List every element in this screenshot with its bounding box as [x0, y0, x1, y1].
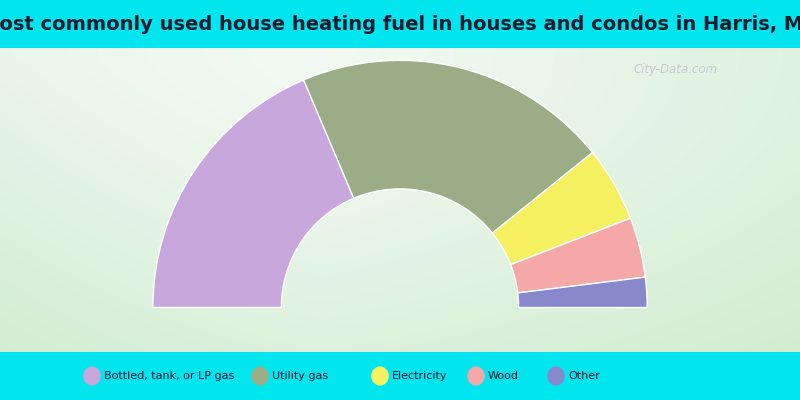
Text: Electricity: Electricity — [392, 371, 447, 381]
Wedge shape — [518, 277, 647, 308]
Wedge shape — [153, 80, 354, 308]
Ellipse shape — [371, 366, 389, 386]
Wedge shape — [304, 60, 593, 233]
Text: Wood: Wood — [488, 371, 519, 381]
Ellipse shape — [547, 366, 565, 386]
Text: City-Data.com: City-Data.com — [634, 63, 718, 76]
Ellipse shape — [467, 366, 485, 386]
Wedge shape — [493, 152, 630, 265]
Text: Other: Other — [568, 371, 600, 381]
Text: Bottled, tank, or LP gas: Bottled, tank, or LP gas — [104, 371, 234, 381]
Text: Most commonly used house heating fuel in houses and condos in Harris, MN: Most commonly used house heating fuel in… — [0, 14, 800, 34]
Ellipse shape — [251, 366, 269, 386]
Text: Utility gas: Utility gas — [272, 371, 328, 381]
Wedge shape — [510, 218, 646, 293]
Ellipse shape — [83, 366, 101, 386]
